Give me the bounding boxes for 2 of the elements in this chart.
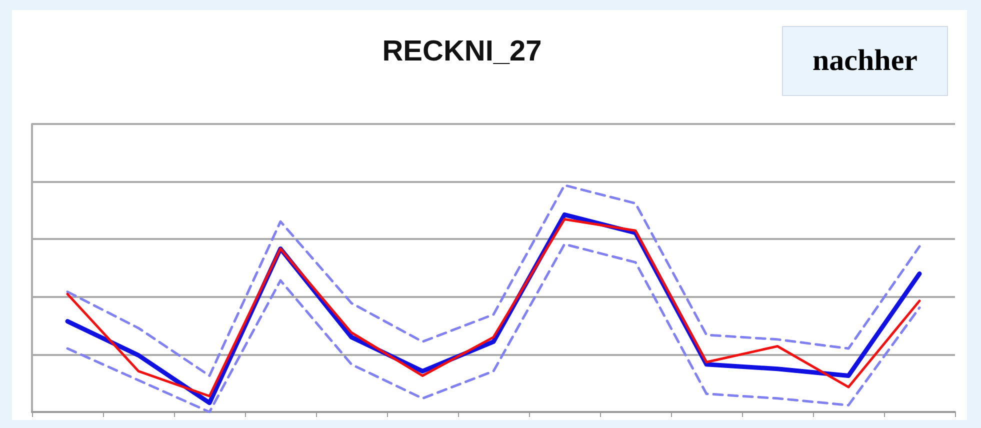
text: nachher bbox=[782, 26, 948, 96]
chart-title: RECKNI_27 bbox=[382, 36, 542, 68]
